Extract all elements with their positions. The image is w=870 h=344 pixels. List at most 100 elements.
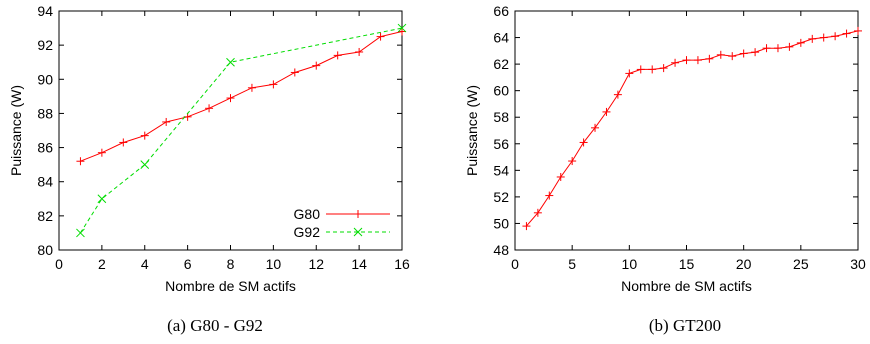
- caption-a: (a) G80 - G92: [167, 316, 263, 335]
- data-point: [591, 123, 600, 132]
- y-tick-label: 66: [493, 3, 509, 19]
- x-tick-label: 16: [394, 256, 410, 272]
- data-point: [625, 69, 634, 78]
- y-tick-label: 50: [493, 215, 509, 231]
- x-axis-label: Nombre de SM actifs: [621, 278, 752, 294]
- data-point: [290, 68, 299, 77]
- series-line-g92: [79, 27, 403, 234]
- y-tick-label: 58: [493, 109, 509, 125]
- legend-marker: [353, 227, 363, 237]
- legend-label: G80: [294, 206, 321, 222]
- legend-label: G92: [294, 224, 321, 240]
- plot-frame: [514, 10, 859, 251]
- x-tick-label: 10: [266, 256, 282, 272]
- series-line-g80: [80, 31, 403, 162]
- x-tick-label: 12: [308, 256, 324, 272]
- data-point: [693, 56, 702, 65]
- chart-gt200: 0 5 10 15 20 25 30 48 50 52 54 56 58 60 62 64 66 Nombre d…: [464, 3, 866, 294]
- data-point: [522, 222, 531, 231]
- data-point: [739, 49, 748, 58]
- data-point: [682, 56, 691, 65]
- data-point: [671, 58, 680, 67]
- chart-g80-g92: 0 2 4 6 8 10 12 14 16 80 82 84 86 88 90 92 94 Nombre de S…: [8, 3, 410, 294]
- data-point: [545, 191, 554, 200]
- data-point: [312, 61, 321, 70]
- data-point: [762, 44, 771, 53]
- data-point: [533, 208, 542, 217]
- x-tick-label: 0: [55, 256, 63, 272]
- x-tick-label: 15: [679, 256, 695, 272]
- x-tick-label: 6: [184, 256, 192, 272]
- data-point: [333, 51, 342, 60]
- y-tick-label: 56: [493, 136, 509, 152]
- data-point: [613, 90, 622, 99]
- data-point: [636, 65, 645, 74]
- data-point: [831, 32, 840, 41]
- y-tick-label: 62: [493, 56, 509, 72]
- data-point: [556, 172, 565, 181]
- y-tick-label: 92: [37, 37, 53, 53]
- data-point: [796, 38, 805, 47]
- data-point: [97, 148, 106, 157]
- legend-marker: [354, 210, 362, 218]
- data-point: [659, 64, 668, 73]
- y-tick-label: 54: [493, 162, 509, 178]
- data-point: [97, 194, 107, 204]
- y-tick-label: 60: [493, 83, 509, 99]
- y-axis-label: Puissance (W): [8, 85, 24, 176]
- y-tick-label: 52: [493, 189, 509, 205]
- data-point: [716, 50, 725, 59]
- data-point: [247, 83, 256, 92]
- x-tick-label: 2: [98, 256, 106, 272]
- x-tick-label: 30: [850, 256, 866, 272]
- data-point: [842, 29, 851, 38]
- data-point: [785, 42, 794, 51]
- x-tick-label: 5: [568, 256, 576, 272]
- data-point: [119, 138, 128, 147]
- series-line-0: [526, 30, 859, 227]
- data-point: [355, 47, 364, 56]
- x-axis-label: Nombre de SM actifs: [165, 278, 296, 294]
- data-point: [397, 23, 407, 33]
- data-point: [819, 33, 828, 42]
- data-point: [705, 54, 714, 63]
- data-point: [579, 138, 588, 147]
- data-point: [728, 52, 737, 61]
- x-tick-label: 14: [351, 256, 367, 272]
- data-point: [854, 26, 862, 35]
- data-point: [269, 80, 278, 89]
- data-point: [205, 104, 214, 113]
- data-point: [751, 48, 760, 57]
- x-tick-label: 10: [622, 256, 638, 272]
- data-point: [76, 157, 85, 166]
- x-tick-label: 20: [736, 256, 752, 272]
- data-point: [376, 32, 385, 41]
- y-tick-label: 64: [493, 30, 509, 46]
- x-tick-label: 25: [793, 256, 809, 272]
- data-point: [648, 65, 657, 74]
- y-tick-label: 80: [37, 242, 53, 258]
- y-tick-label: 94: [37, 3, 53, 19]
- y-tick-label: 90: [37, 71, 53, 87]
- y-tick-label: 88: [37, 105, 53, 121]
- data-point: [226, 57, 235, 67]
- x-tick-label: 8: [227, 256, 235, 272]
- caption-b: (b) GT200: [648, 316, 722, 335]
- data-point: [602, 107, 611, 116]
- data-point: [808, 34, 817, 43]
- data-point: [162, 117, 171, 126]
- data-point: [568, 157, 577, 166]
- x-tick-label: 4: [141, 256, 149, 272]
- data-point: [140, 160, 150, 169]
- y-axis-label: Puissance (W): [464, 85, 480, 176]
- data-point: [76, 228, 85, 238]
- data-point: [398, 27, 406, 36]
- data-point: [773, 44, 782, 53]
- data-point: [226, 94, 235, 103]
- y-tick-label: 48: [493, 242, 509, 258]
- x-tick-label: 0: [511, 256, 519, 272]
- y-tick-label: 82: [37, 208, 53, 224]
- y-tick-label: 84: [37, 174, 53, 190]
- y-tick-label: 86: [37, 140, 53, 156]
